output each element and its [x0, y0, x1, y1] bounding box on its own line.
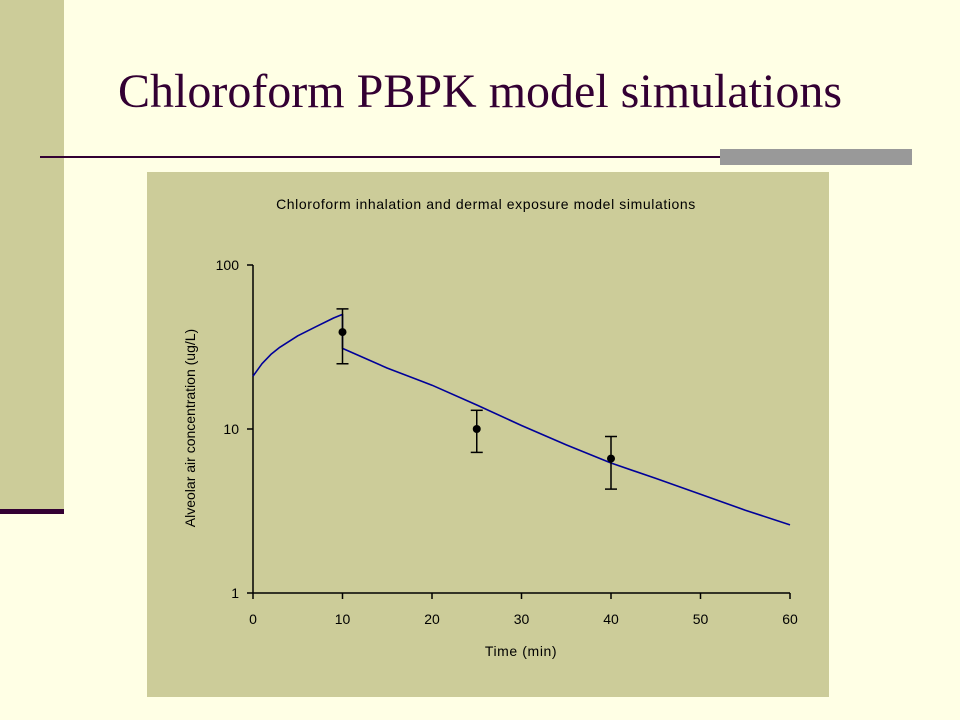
- x-tick-label: 20: [424, 611, 440, 627]
- plot-area: [252, 308, 791, 526]
- left-band-rule: [0, 509, 64, 514]
- slide-title: Chloroform PBPK model simulations: [117, 65, 843, 118]
- x-tick-label: 60: [782, 611, 798, 627]
- simulation-line: [252, 313, 791, 526]
- x-tick-label: 10: [335, 611, 351, 627]
- chart-background: [147, 172, 829, 697]
- chart-title: Chloroform inhalation and dermal exposur…: [276, 196, 696, 212]
- x-axis-label: Time (min): [485, 643, 557, 659]
- x-tick-label: 40: [603, 611, 619, 627]
- x-tick-label: 30: [514, 611, 530, 627]
- data-point: [607, 454, 615, 463]
- y-tick-label: 100: [216, 257, 240, 273]
- y-tick-label: 10: [223, 421, 239, 437]
- left-decorative-band: [0, 0, 64, 512]
- chart: Chloroform inhalation and dermal exposur…: [147, 172, 829, 697]
- x-tick-label: 50: [693, 611, 709, 627]
- y-tick-label: 1: [231, 585, 239, 601]
- data-point: [338, 328, 347, 337]
- title-underline-accent: [720, 149, 912, 165]
- title-underline: [40, 156, 912, 158]
- x-tick-label: 0: [249, 611, 257, 627]
- data-point: [472, 425, 481, 433]
- axis-ticks: 0 10 20 30 40 50 60 1 10 100: [216, 257, 798, 627]
- y-axis-label: Alveolar air concentration (ug/L): [182, 329, 198, 527]
